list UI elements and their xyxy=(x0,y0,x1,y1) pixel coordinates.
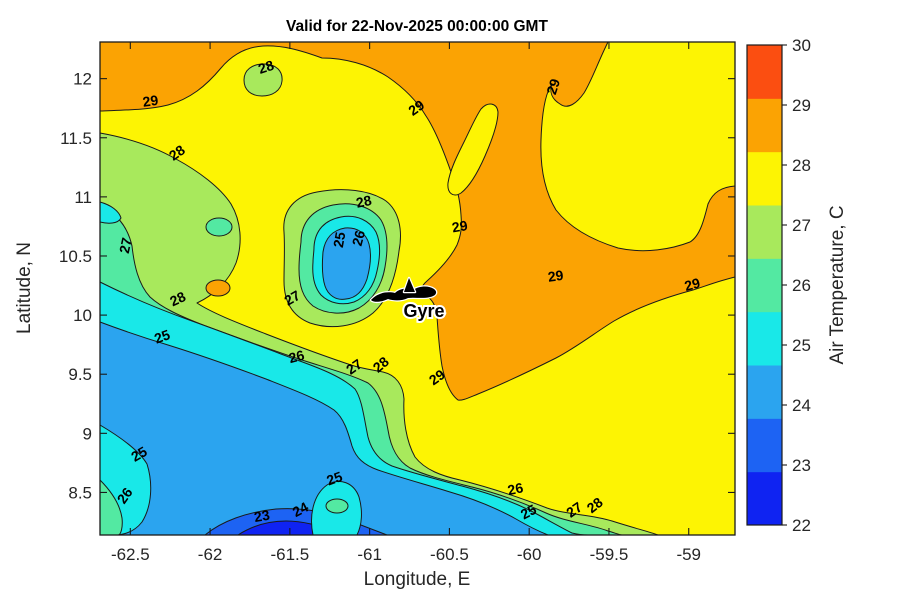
x-tick-label: -59 xyxy=(676,545,701,564)
island-outline xyxy=(369,285,438,304)
contour-label: 29 xyxy=(547,267,565,285)
region-26-27-pocket-core xyxy=(325,498,349,514)
colorbar-tick-label: 24 xyxy=(792,396,811,415)
region-24-25-left xyxy=(99,321,549,536)
colorbar-tick-label: 26 xyxy=(792,276,811,295)
colorbar-tick-label: 22 xyxy=(792,516,811,535)
colorbar-tick-label: 29 xyxy=(792,96,811,115)
spot-27-28-north xyxy=(243,63,283,97)
contour-label: 25 xyxy=(330,230,348,248)
contour-label: 25 xyxy=(128,443,150,465)
region-28-29-finger xyxy=(447,103,499,196)
x-tick-label: -59.5 xyxy=(590,545,629,564)
x-tick-label: -60 xyxy=(517,545,542,564)
region-above-29 xyxy=(99,41,736,401)
colorbar-frame xyxy=(746,44,783,526)
contour-label: 25 xyxy=(518,501,539,523)
contour-label: 29 xyxy=(543,76,563,96)
y-tick-label: 11 xyxy=(74,188,92,207)
spot-29 xyxy=(205,279,231,297)
colorbar-segment xyxy=(747,471,782,526)
colorbar-segment xyxy=(747,98,782,153)
wedge-25-26-left xyxy=(99,201,122,224)
colorbar-segment xyxy=(747,151,782,206)
y-tick-label: 11.5 xyxy=(60,129,92,148)
plot-frame xyxy=(99,41,736,536)
annotation-group: Gyre xyxy=(369,276,447,323)
contour-label: 26 xyxy=(506,479,525,498)
colorbar-label: Air Temperature, C xyxy=(827,205,848,364)
contour-label: 29 xyxy=(451,217,469,235)
contour-label: 27 xyxy=(281,287,303,309)
colorbar-segment xyxy=(747,258,782,313)
colorbar-segment xyxy=(747,205,782,259)
colorbar-segment xyxy=(747,311,782,366)
y-tick-label: 10 xyxy=(73,306,92,325)
contour-label: 26 xyxy=(287,347,306,367)
contour-label: 25 xyxy=(324,468,344,488)
colorbar-tick-label: 30 xyxy=(792,36,811,55)
contour-label: 29 xyxy=(142,92,160,110)
colorbar-tick-label: 28 xyxy=(792,156,811,175)
contour-label: 27 xyxy=(116,236,135,255)
arrow-marker-icon xyxy=(402,276,417,294)
contour-label: 24 xyxy=(290,498,311,520)
colorbar-segment xyxy=(747,45,782,99)
x-tick-label: -61.5 xyxy=(270,545,309,564)
contour-label: 29 xyxy=(683,274,702,294)
colorbar-tick-label: 25 xyxy=(792,336,811,355)
y-tick-label: 9.5 xyxy=(68,365,92,384)
axis-text: Valid for 22-Nov-2025 00:00:00 GMT Longi… xyxy=(14,18,701,590)
contour-regions xyxy=(99,41,736,536)
x-tick-label: -61 xyxy=(357,545,382,564)
y-tick-label: 9 xyxy=(83,424,92,443)
colorbar: 22 23 24 25 26 27 28 29 30 xyxy=(747,36,811,535)
blob-24-25 xyxy=(321,227,371,300)
colorbar-tick-label: 23 xyxy=(792,456,811,475)
x-tick-label: -60.5 xyxy=(430,545,469,564)
x-tick-label: -62 xyxy=(198,545,223,564)
contour-label: 26 xyxy=(349,228,369,247)
y-tick-label: 12 xyxy=(73,70,92,89)
y-axis-label: Latitude, N xyxy=(14,242,35,334)
contour-label: 23 xyxy=(253,507,271,525)
x-axis-label: Longitude, E xyxy=(364,569,471,590)
gyre-label: Gyre xyxy=(403,301,444,321)
spot-26-27 xyxy=(205,217,233,237)
plot-title: Valid for 22-Nov-2025 00:00:00 GMT xyxy=(286,18,548,35)
contour-label: 28 xyxy=(354,192,373,211)
y-tick-label: 8.5 xyxy=(68,483,92,502)
colorbar-segment xyxy=(747,418,782,473)
contour-label: 28 xyxy=(256,57,276,77)
contour-label: 28 xyxy=(167,288,188,309)
axis-ticks xyxy=(100,42,735,535)
y-tick-label: 10.5 xyxy=(59,247,92,266)
colorbar-tick-label: 27 xyxy=(792,216,811,235)
contour-label: 25 xyxy=(152,326,172,346)
x-tick-label: -62.5 xyxy=(111,545,150,564)
colorbar-segment xyxy=(747,365,782,419)
